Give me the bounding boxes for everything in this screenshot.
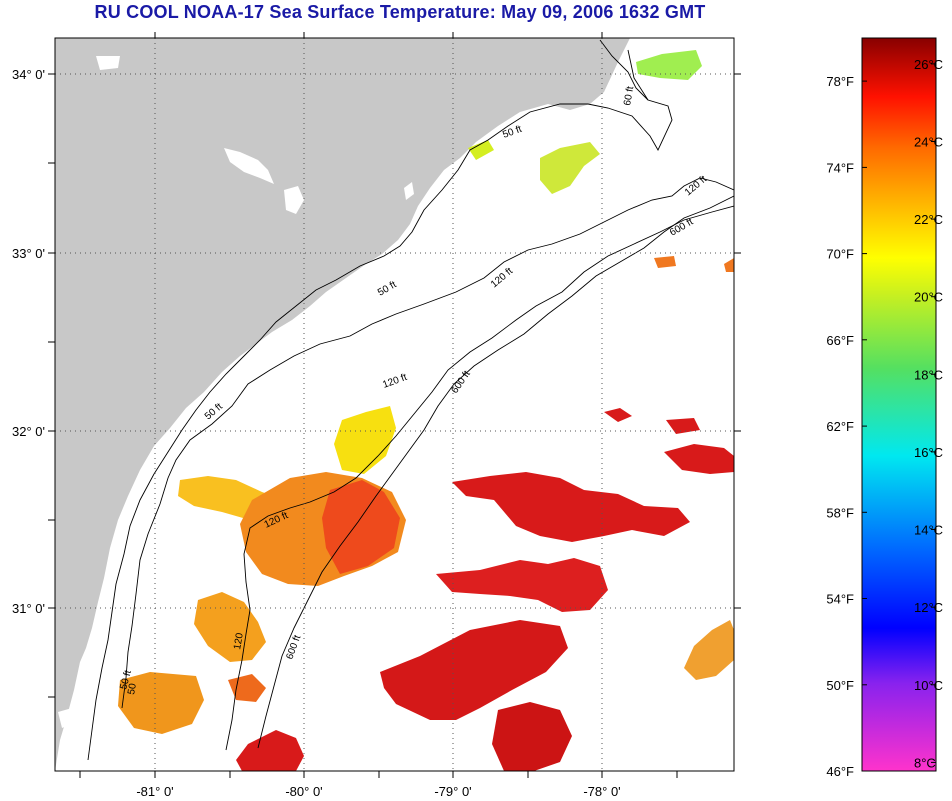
lon-label: -79° 0' xyxy=(434,784,471,799)
colorbar-f-labels: 78°F 74°F 70°F 66°F 62°F 58°F 54°F 50°F 46°F xyxy=(826,74,854,779)
colorbar-ticks xyxy=(862,63,936,772)
colorbar-f-label: 62°F xyxy=(826,419,854,434)
sst-patch xyxy=(452,472,690,542)
lon-label: -78° 0' xyxy=(583,784,620,799)
land-lake xyxy=(58,708,76,728)
colorbar-f-label: 78°F xyxy=(826,74,854,89)
sst-patch xyxy=(666,418,700,434)
sst-patch xyxy=(194,592,266,662)
sst-patch xyxy=(724,258,734,272)
lat-label: 31° 0' xyxy=(12,601,45,616)
contour-label: 120 xyxy=(232,632,246,651)
map-title: RU COOL NOAA-17 Sea Surface Temperature:… xyxy=(94,2,706,22)
sst-patch xyxy=(654,256,676,268)
colorbar-f-label: 54°F xyxy=(826,592,854,607)
lat-axis-labels: 34° 0' 33° 0' 32° 0' 31° 0' xyxy=(12,67,45,616)
lat-label: 33° 0' xyxy=(12,246,45,261)
colorbar-f-label: 50°F xyxy=(826,678,854,693)
colorbar-c-label: 16°C xyxy=(914,445,943,460)
colorbar-f-label: 74°F xyxy=(826,160,854,175)
map-frame xyxy=(54,37,735,772)
sst-patch xyxy=(684,620,734,680)
colorbar-c-label: 14°C xyxy=(914,523,943,538)
colorbar-c-label: 12°C xyxy=(914,600,943,615)
lon-label: -80° 0' xyxy=(285,784,322,799)
colorbar-c-label: 8°C xyxy=(914,755,936,770)
colorbar-c-label: 26°C xyxy=(914,57,943,72)
land-lake xyxy=(404,182,414,200)
land-lake xyxy=(284,186,304,214)
sst-patch xyxy=(334,406,396,474)
lat-label: 34° 0' xyxy=(12,67,45,82)
colorbar-gradient xyxy=(861,37,937,772)
contour-line xyxy=(599,39,649,101)
colorbar-c-label: 22°C xyxy=(914,212,943,227)
contour-line xyxy=(87,49,673,761)
sst-patch xyxy=(604,408,632,422)
colorbar: 78°F 74°F 70°F 66°F 62°F 58°F 54°F 50°F 46°F 26°… xyxy=(826,37,943,779)
colorbar-c-label: 20°C xyxy=(914,290,943,305)
sst-patch xyxy=(118,672,204,734)
land-area xyxy=(55,38,630,771)
land-lake xyxy=(224,148,274,184)
graticule xyxy=(55,38,734,771)
contour-line xyxy=(225,205,734,751)
sst-patch xyxy=(492,702,572,771)
sst-patch xyxy=(468,140,494,160)
colorbar-f-label: 58°F xyxy=(826,505,854,520)
sst-patch xyxy=(636,50,702,80)
contour-line xyxy=(121,177,734,709)
axis-ticks xyxy=(48,32,741,778)
sst-patch xyxy=(436,558,608,612)
sst-patch xyxy=(540,142,600,194)
contour-label: 50 ft xyxy=(118,669,134,691)
lat-label: 32° 0' xyxy=(12,424,45,439)
sst-patch xyxy=(380,620,568,720)
sst-patch xyxy=(236,730,304,771)
colorbar-c-label: 24°C xyxy=(914,135,943,150)
colorbar-f-label: 66°F xyxy=(826,333,854,348)
contour-label: 50 xyxy=(126,682,139,695)
colorbar-c-label: 18°C xyxy=(914,367,943,382)
colorbar-c-label: 10°C xyxy=(914,678,943,693)
colorbar-f-label: 70°F xyxy=(826,247,854,262)
colorbar-f-label: 46°F xyxy=(826,764,854,779)
colorbar-c-labels: 26°C 24°C 22°C 20°C 18°C 16°C 14°C 12°C 10°C 8°C xyxy=(914,57,943,771)
sst-patch xyxy=(322,480,400,574)
lon-axis-labels: -81° 0' -80° 0' -79° 0' -78° 0' xyxy=(136,784,620,799)
contour-label: 60 ft xyxy=(622,85,636,106)
lon-label: -81° 0' xyxy=(136,784,173,799)
sst-patch xyxy=(664,444,734,474)
land-lake xyxy=(96,56,120,70)
